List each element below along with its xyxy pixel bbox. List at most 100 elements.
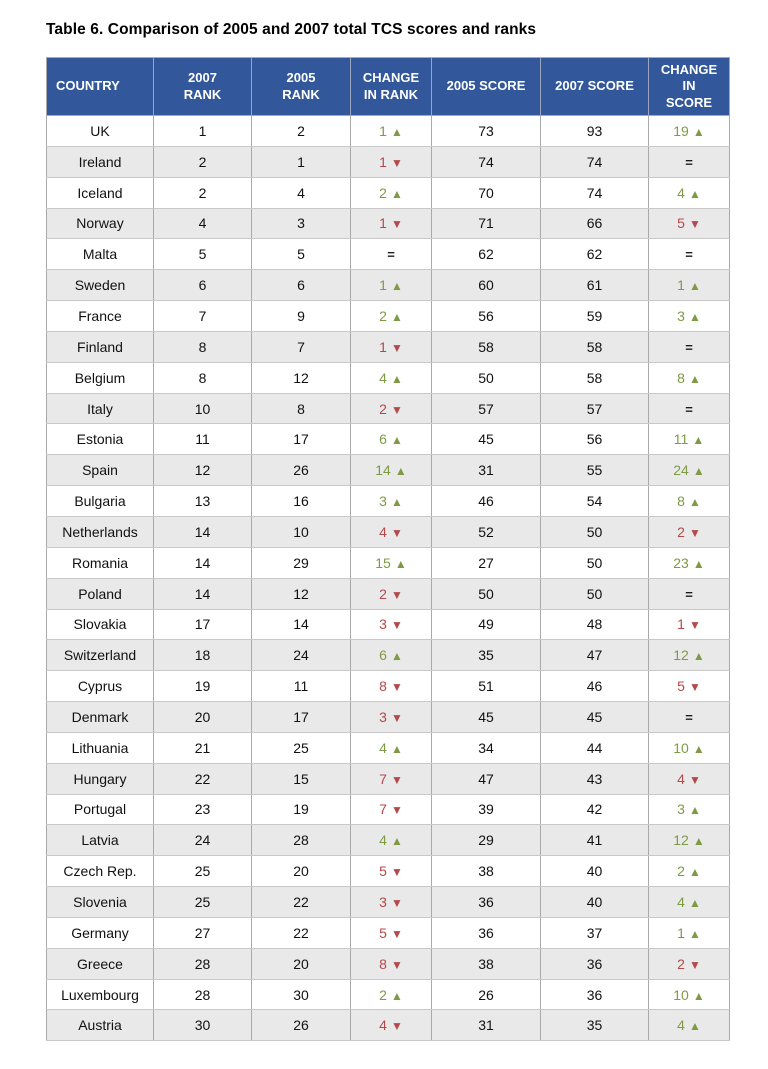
score-2005-cell: 45 (431, 701, 541, 733)
down-arrow-icon: ▼ (390, 957, 403, 972)
up-arrow-icon: ▲ (390, 988, 403, 1003)
country-cell: Malta (46, 238, 154, 271)
change-value: 3 (379, 708, 387, 725)
rank-2007-cell: 2 (153, 176, 252, 209)
table-row: Romania 14 29 15 ▲ 27 50 23 ▲ (46, 546, 730, 579)
score-2007-cell: 62 (540, 238, 649, 271)
up-arrow-icon: ▲ (692, 556, 705, 571)
up-arrow-icon: ▲ (688, 279, 701, 294)
table-row: Netherlands 14 10 4 ▼ 52 50 2 ▼ (46, 515, 730, 548)
score-2005-cell: 56 (431, 300, 541, 332)
rank-change-cell: 6 ▲ (350, 639, 432, 672)
change-value: 5 (677, 215, 685, 232)
country-cell: Netherlands (46, 515, 154, 548)
score-change-cell: 1 ▲ (648, 916, 730, 949)
down-arrow-icon: ▼ (688, 772, 701, 787)
rank-2005-cell: 14 (251, 608, 351, 641)
up-arrow-icon: ▲ (692, 988, 705, 1003)
country-cell: Finland (46, 330, 154, 363)
rank-2007-cell: 14 (153, 515, 252, 548)
rank-change-cell: 6 ▲ (350, 423, 432, 456)
country-cell: Cyprus (46, 670, 154, 703)
up-arrow-icon: ▲ (390, 124, 403, 139)
country-cell: Romania (46, 546, 154, 579)
table-row: UK 1 2 1 ▲ 73 93 19 ▲ (46, 115, 730, 147)
country-cell: Greece (46, 947, 154, 980)
score-change-cell: 1 ▲ (648, 269, 730, 302)
table-row: Malta 5 5 = 62 62 = (46, 238, 730, 271)
table-row: Poland 14 12 2 ▼ 50 50 = (46, 577, 730, 610)
change-value: 1 (677, 924, 685, 941)
up-arrow-icon: ▲ (390, 834, 403, 849)
rank-2005-cell: 24 (251, 639, 351, 672)
up-arrow-icon: ▲ (688, 896, 701, 911)
table-row: Germany 27 22 5 ▼ 36 37 1 ▲ (46, 916, 730, 949)
score-2005-cell: 26 (431, 978, 541, 1011)
tcs-comparison-table: COUNTRY 2007 RANK 2005 RANK CHANGE IN RA… (46, 57, 730, 1042)
country-cell: Czech Rep. (46, 855, 154, 888)
change-value: 3 (677, 307, 685, 324)
up-arrow-icon: ▲ (390, 495, 403, 510)
change-value: 2 (379, 986, 387, 1003)
column-header-change-score: CHANGE IN SCORE (648, 57, 730, 116)
score-change-cell: 19 ▲ (648, 115, 730, 147)
country-cell: Austria (46, 1009, 154, 1042)
rank-2005-cell: 10 (251, 515, 351, 548)
country-cell: Slovakia (46, 608, 154, 641)
rank-2005-cell: 9 (251, 300, 351, 332)
change-value: 10 (673, 739, 689, 756)
rank-2005-cell: 29 (251, 546, 351, 579)
score-change-cell: 4 ▲ (648, 1009, 730, 1042)
rank-2005-cell: 28 (251, 824, 351, 857)
score-change-cell: 12 ▲ (648, 824, 730, 857)
rank-2007-cell: 13 (153, 485, 252, 517)
down-arrow-icon: ▼ (688, 525, 701, 540)
rank-change-cell: 8 ▼ (350, 947, 432, 980)
score-2007-cell: 58 (540, 361, 649, 394)
country-cell: Spain (46, 454, 154, 487)
change-value: 2 (379, 585, 387, 602)
up-arrow-icon: ▲ (692, 124, 705, 139)
rank-2007-cell: 24 (153, 824, 252, 857)
score-2007-cell: 74 (540, 145, 649, 178)
rank-change-cell: 2 ▲ (350, 300, 432, 332)
rank-2005-cell: 11 (251, 670, 351, 703)
equal-sign: = (685, 154, 693, 170)
change-value: 4 (677, 770, 685, 787)
change-value: 4 (379, 832, 387, 849)
up-arrow-icon: ▲ (692, 433, 705, 448)
score-2007-cell: 36 (540, 978, 649, 1011)
rank-2005-cell: 12 (251, 577, 351, 610)
table-row: Bulgaria 13 16 3 ▲ 46 54 8 ▲ (46, 485, 730, 517)
score-change-cell: 2 ▲ (648, 855, 730, 888)
change-value: 4 (379, 523, 387, 540)
change-value: 14 (375, 462, 391, 479)
equal-sign: = (685, 401, 693, 417)
score-change-cell: 10 ▲ (648, 978, 730, 1011)
change-value: 1 (677, 616, 685, 633)
equal-sign: = (685, 709, 693, 725)
change-value: 1 (379, 277, 387, 294)
rank-change-cell: 1 ▼ (350, 330, 432, 363)
rank-2005-cell: 17 (251, 423, 351, 456)
score-change-cell: = (648, 701, 730, 733)
table-row: Ireland 2 1 1 ▼ 74 74 = (46, 145, 730, 178)
score-2005-cell: 39 (431, 793, 541, 826)
country-cell: France (46, 300, 154, 332)
rank-2007-cell: 6 (153, 269, 252, 302)
rank-2007-cell: 14 (153, 577, 252, 610)
rank-2007-cell: 22 (153, 762, 252, 795)
change-value: 4 (379, 739, 387, 756)
rank-change-cell: 3 ▼ (350, 701, 432, 733)
rank-2007-cell: 8 (153, 330, 252, 363)
score-2005-cell: 70 (431, 176, 541, 209)
table-row: Spain 12 26 14 ▲ 31 55 24 ▲ (46, 454, 730, 487)
table-row: Denmark 20 17 3 ▼ 45 45 = (46, 701, 730, 733)
rank-2005-cell: 20 (251, 855, 351, 888)
rank-change-cell: 7 ▼ (350, 762, 432, 795)
equal-sign: = (685, 247, 693, 263)
rank-change-cell: 3 ▼ (350, 608, 432, 641)
up-arrow-icon: ▲ (688, 865, 701, 880)
down-arrow-icon: ▼ (688, 957, 701, 972)
table-row: Portugal 23 19 7 ▼ 39 42 3 ▲ (46, 793, 730, 826)
